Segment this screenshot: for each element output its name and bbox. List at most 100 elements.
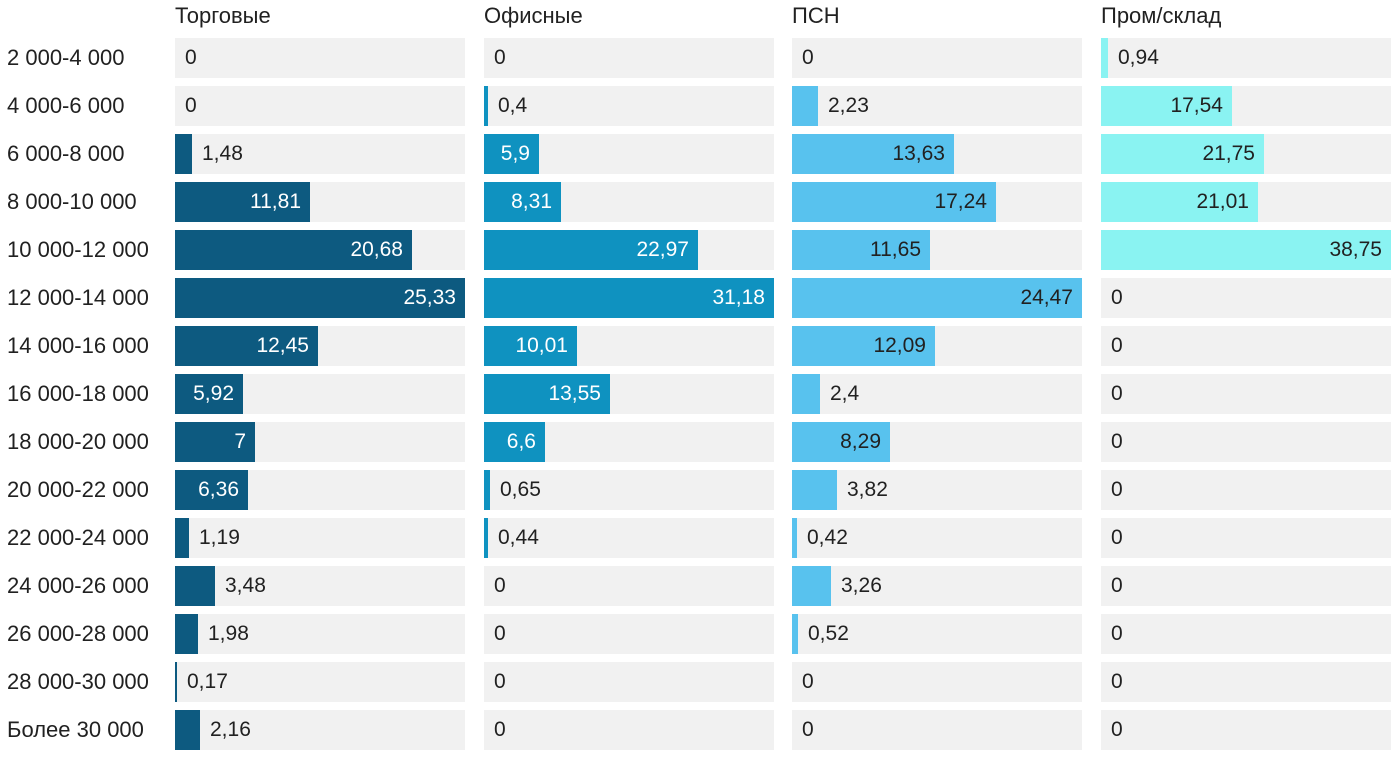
bar-track: 0 — [484, 614, 774, 654]
bar-track: 5,9 — [484, 134, 774, 174]
bar-track: 0,65 — [484, 470, 774, 510]
bar — [484, 278, 774, 318]
bar-track: 12,09 — [792, 326, 1082, 366]
bar — [792, 326, 935, 366]
bar-value-label: 0 — [185, 94, 197, 117]
bar — [792, 614, 798, 654]
bar-value-label: 1,98 — [208, 622, 249, 645]
bar-track: 2,16 — [175, 710, 465, 750]
bar-track: 0 — [1101, 326, 1391, 366]
bar-value-label: 0 — [802, 670, 814, 693]
bar-track: 0 — [792, 710, 1082, 750]
bar-value-label: 21,75 — [1202, 142, 1255, 165]
bar-value-label: 12,09 — [873, 334, 926, 357]
bar-track: 0,42 — [792, 518, 1082, 558]
bar-track: 0 — [1101, 278, 1391, 318]
bar-value-label: 13,63 — [892, 142, 945, 165]
row-label: 24 000-26 000 — [7, 573, 149, 598]
row-label: 16 000-18 000 — [7, 381, 149, 406]
bar-value-label: 21,01 — [1196, 190, 1249, 213]
bar-value-label: 3,82 — [847, 478, 888, 501]
bar-value-label: 0 — [494, 718, 506, 741]
bar-value-label: 3,26 — [841, 574, 882, 597]
bar-value-label: 0 — [494, 670, 506, 693]
bar — [175, 518, 189, 558]
bar-track: 31,18 — [484, 278, 774, 318]
bar-value-label: 13,55 — [548, 382, 601, 405]
bar-track: 22,97 — [484, 230, 774, 270]
bar-track: 8,31 — [484, 182, 774, 222]
bar-track: 0 — [175, 38, 465, 78]
bar-track: 0 — [1101, 566, 1391, 606]
bar-value-label: 0 — [1111, 670, 1123, 693]
bar-track: 3,26 — [792, 566, 1082, 606]
bar-value-label: 0 — [1111, 286, 1123, 309]
bar-value-label: 7 — [234, 430, 246, 453]
bar — [792, 566, 831, 606]
bar-track: 2,4 — [792, 374, 1082, 414]
bar — [175, 182, 310, 222]
bar — [1101, 86, 1232, 126]
bar-value-label: 0 — [185, 46, 197, 69]
bar-value-label: 0 — [1111, 526, 1123, 549]
bar-value-label: 0 — [1111, 382, 1123, 405]
row-label: 2 000-4 000 — [7, 45, 125, 70]
row-label: 14 000-16 000 — [7, 333, 149, 358]
bar — [175, 326, 318, 366]
bar-track: 0 — [484, 566, 774, 606]
bar-value-label: 6,36 — [198, 478, 239, 501]
bar-track: 0 — [484, 38, 774, 78]
row-label: 10 000-12 000 — [7, 237, 149, 262]
bar — [175, 422, 255, 462]
bar-value-label: 0,17 — [187, 670, 228, 693]
bar-track: 0,44 — [484, 518, 774, 558]
bar-track: 5,92 — [175, 374, 465, 414]
column-header-3: ПСН — [792, 3, 840, 28]
bar-track: 0 — [484, 710, 774, 750]
bar-value-label: 0,44 — [498, 526, 539, 549]
bar-value-label: 0 — [494, 622, 506, 645]
bar-value-label: 0,4 — [498, 94, 528, 117]
bar-track: 0 — [484, 662, 774, 702]
bar-track: 11,81 — [175, 182, 465, 222]
row-label: 4 000-6 000 — [7, 93, 125, 118]
bar-track: 25,33 — [175, 278, 465, 318]
bar-track: 13,55 — [484, 374, 774, 414]
bar — [484, 230, 698, 270]
bar-value-label: 10,01 — [515, 334, 568, 357]
bar-value-label: 0 — [1111, 430, 1123, 453]
bar-track: 24,47 — [792, 278, 1082, 318]
bar-track: 0 — [1101, 662, 1391, 702]
bar-track: 2,23 — [792, 86, 1082, 126]
bar-value-label: 1,19 — [199, 526, 240, 549]
bar-track: 12,45 — [175, 326, 465, 366]
bar-value-label: 2,4 — [830, 382, 860, 405]
bar-value-label: 38,75 — [1329, 238, 1382, 261]
row-label: 20 000-22 000 — [7, 477, 149, 502]
bar — [1101, 230, 1391, 270]
bar-value-label: 0,65 — [500, 478, 541, 501]
bar-value-label: 0 — [494, 574, 506, 597]
bar-track: 0 — [792, 662, 1082, 702]
bar-track: 6,36 — [175, 470, 465, 510]
bar-value-label: 11,81 — [250, 190, 301, 213]
bar-track: 13,63 — [792, 134, 1082, 174]
bar — [792, 230, 930, 270]
bar-track: 17,54 — [1101, 86, 1391, 126]
row-label: 26 000-28 000 — [7, 621, 149, 646]
bar-track: 0 — [1101, 518, 1391, 558]
bar-value-label: 0 — [802, 46, 814, 69]
bar-value-label: 0 — [1111, 622, 1123, 645]
bar-value-label: 11,65 — [870, 238, 921, 261]
bar-value-label: 2,23 — [828, 94, 869, 117]
bar-track: 0,17 — [175, 662, 465, 702]
bar-value-label: 25,33 — [403, 286, 456, 309]
bar-track: 0 — [1101, 422, 1391, 462]
bar — [1101, 38, 1108, 78]
bar-value-label: 3,48 — [225, 574, 266, 597]
column-header-1: Торговые — [175, 3, 271, 28]
row-label: 28 000-30 000 — [7, 669, 149, 694]
bar-value-label: 20,68 — [350, 238, 403, 261]
bar-value-label: 0 — [1111, 574, 1123, 597]
